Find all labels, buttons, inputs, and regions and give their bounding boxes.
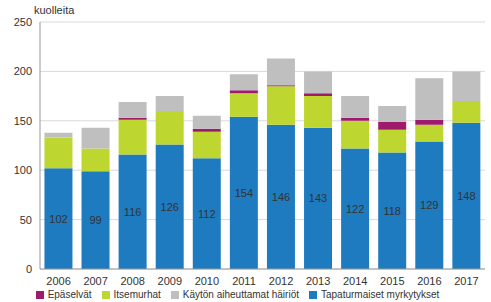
- svg-text:148: 148: [457, 190, 475, 202]
- svg-text:143: 143: [309, 192, 327, 204]
- svg-text:122: 122: [346, 203, 364, 215]
- html-text:kuolleita: kuolleita: [34, 4, 75, 16]
- svg-text:2015: 2015: [380, 275, 404, 287]
- svg-text:250: 250: [14, 16, 32, 28]
- svg-text:154: 154: [235, 187, 253, 199]
- svg-text:2014: 2014: [343, 275, 367, 287]
- html-text:Tapaturmaiset myrkytykset: Tapaturmaiset myrkytykset: [321, 289, 440, 300]
- svg-text:100: 100: [14, 164, 32, 176]
- svg-text:2016: 2016: [417, 275, 441, 287]
- svg-text:2007: 2007: [83, 275, 107, 287]
- svg-text:112: 112: [198, 208, 216, 220]
- html-text:Käytön aiheuttamat häiriöt: Käytön aiheuttamat häiriöt: [182, 289, 299, 300]
- svg-text:2011: 2011: [232, 275, 256, 287]
- svg-text:50: 50: [20, 214, 32, 226]
- svg-text:2009: 2009: [158, 275, 182, 287]
- svg-text:0: 0: [26, 263, 32, 275]
- svg-text:2012: 2012: [269, 275, 293, 287]
- svg-text:2017: 2017: [454, 275, 478, 287]
- svg-text:2010: 2010: [195, 275, 219, 287]
- svg-text:150: 150: [14, 115, 32, 127]
- svg-text:2008: 2008: [120, 275, 144, 287]
- svg-text:116: 116: [124, 206, 142, 218]
- html-text:Itsemurhat: Itsemurhat: [113, 289, 161, 300]
- svg-text:2006: 2006: [46, 275, 70, 287]
- svg-text:146: 146: [272, 191, 290, 203]
- svg-text:102: 102: [49, 213, 67, 225]
- svg-text:2013: 2013: [306, 275, 330, 287]
- svg-text:200: 200: [14, 65, 32, 77]
- svg-text:126: 126: [161, 201, 179, 213]
- svg-text:99: 99: [89, 214, 101, 226]
- svg-text:118: 118: [383, 205, 401, 217]
- html-text:Epäselvät: Epäselvät: [47, 289, 92, 300]
- svg-text:129: 129: [420, 199, 438, 211]
